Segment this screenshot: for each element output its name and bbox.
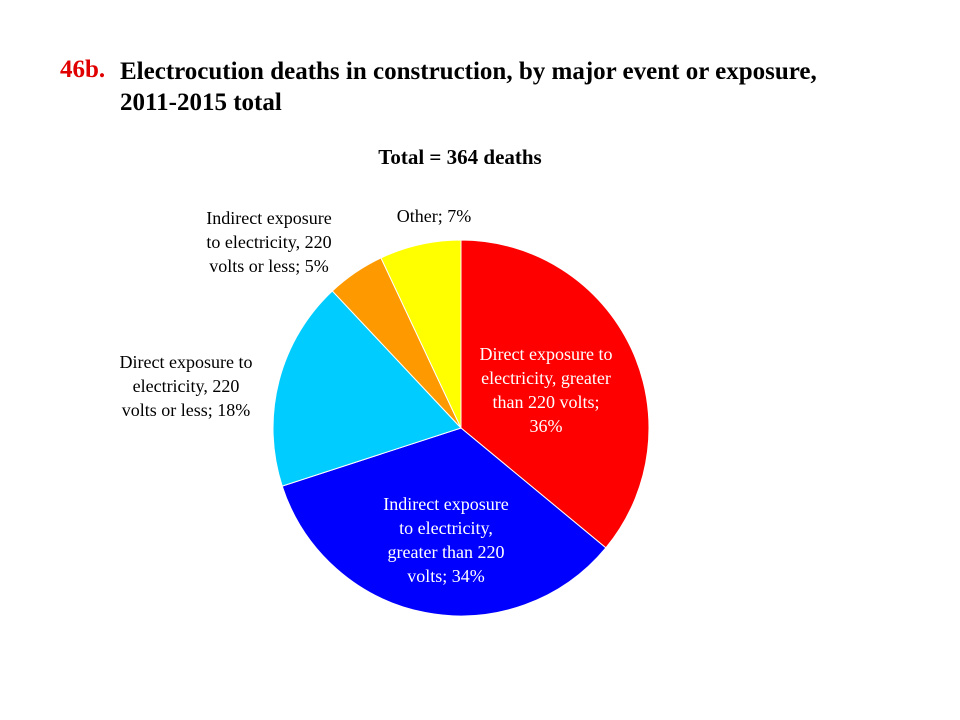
chart-subtitle: Total = 364 deaths: [378, 145, 542, 169]
pie-slice-2: [281, 427, 607, 617]
slice-label-line: Other; 7%: [397, 206, 471, 226]
slice-label-line: 36%: [530, 416, 563, 436]
chart-title-line-1: Electrocution deaths in construction, by…: [120, 58, 817, 85]
slice-label-line: volts or less; 5%: [209, 256, 329, 276]
slice-label-4: Indirect exposure to electricity, 220 volt…: [206, 208, 331, 276]
slice-label-3: Direct exposure to electricity, 220 volts …: [120, 352, 253, 420]
chart-title-text: Electrocution deaths in construction, by…: [120, 56, 920, 118]
slice-label-line: Direct exposure to: [480, 344, 613, 364]
pie-slice-1: [460, 239, 650, 549]
pie-slice-5: [380, 239, 462, 429]
chart-number: 46b.: [60, 56, 106, 83]
slice-label-line: volts or less; 18%: [122, 400, 251, 420]
slice-label-line: Indirect exposure: [206, 208, 331, 228]
slice-label-line: electricity, 220: [133, 376, 240, 396]
slice-label-line: Indirect exposure: [383, 494, 508, 514]
slice-label-2: Indirect exposure to electricity, greater …: [383, 494, 508, 586]
slice-label-line: electricity, greater: [481, 368, 611, 388]
slice-label-line: volts; 34%: [407, 566, 485, 586]
pie-slices: [272, 239, 650, 617]
slice-label-line: to electricity,: [399, 518, 493, 538]
chart-title-line-2: 2011-2015 total: [120, 89, 282, 116]
pie-labels: Direct exposure to electricity, greater th…: [120, 206, 613, 586]
slice-label-line: than 220 volts;: [493, 392, 600, 412]
slice-label-line: to electricity, 220: [206, 232, 331, 252]
pie-slice-3: [272, 290, 462, 487]
slice-label-1: Direct exposure to electricity, greater th…: [480, 344, 613, 436]
slice-label-line: Direct exposure to: [120, 352, 253, 372]
slice-label-line: greater than 220: [388, 542, 505, 562]
slice-label-5: Other; 7%: [397, 206, 471, 226]
